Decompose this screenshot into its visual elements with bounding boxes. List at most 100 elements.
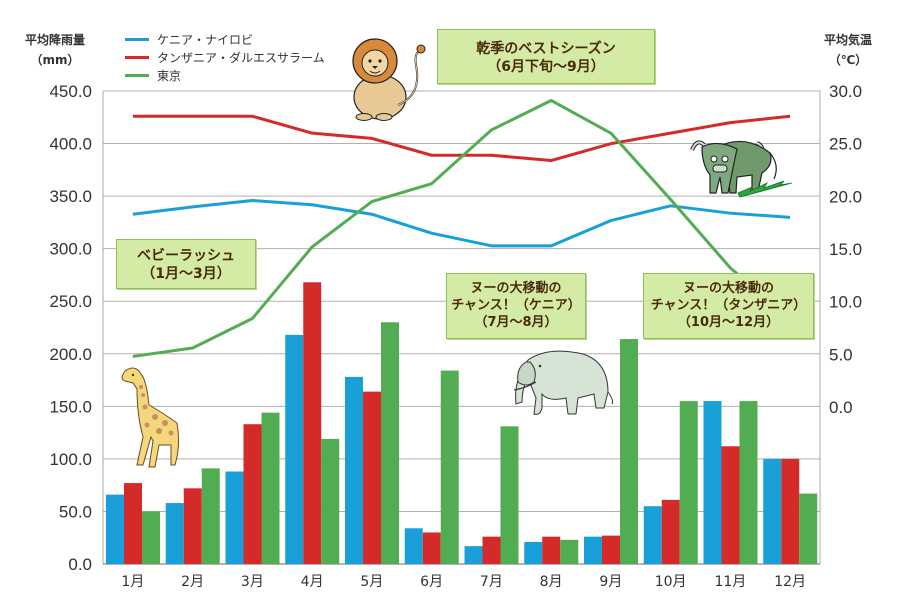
bar-tokyo-11 xyxy=(739,401,758,564)
legend-item-kenya: ケニア・ナイロビ xyxy=(125,30,325,48)
y-tick-label: 350.0 xyxy=(49,187,92,206)
y-tick-label: 300.0 xyxy=(49,240,92,259)
legend-swatch-kenya xyxy=(125,37,149,41)
bar-tokyo-7 xyxy=(500,426,519,564)
bar-tokyo-6 xyxy=(440,370,459,564)
y2-tick-label: 5.0 xyxy=(829,345,853,364)
note-migration-kenya-line2: チャンス！（ケニア） xyxy=(451,298,581,313)
bar-tanzania-12 xyxy=(781,458,800,564)
bar-tanzania-5 xyxy=(363,391,381,564)
bar-tokyo-9 xyxy=(620,339,638,564)
x-tick-label: 8月 xyxy=(540,574,563,590)
bar-tanzania-4 xyxy=(303,282,322,564)
note-dry-season-line2: （6月下旬～9月） xyxy=(487,59,605,75)
bar-kenya-2 xyxy=(165,503,184,564)
legend-item-tanzania: タンザニア・ダルエスサラーム xyxy=(125,48,325,66)
bar-tanzania-3 xyxy=(243,424,262,564)
temperature-line-tokyo xyxy=(132,98,792,358)
note-migration-tanzania: ヌーの大移動の チャンス！（タンザニア） （10月～12月） xyxy=(643,273,814,339)
right-axis-title: 平均気温 （℃） xyxy=(808,30,888,70)
bar-tanzania-2 xyxy=(183,488,202,564)
giraffe-illustration xyxy=(121,367,180,468)
note-dry-season: 乾季のベストシーズン （6月下旬～9月） xyxy=(437,29,655,84)
animal-illustrations xyxy=(121,38,793,468)
y-tick-label: 150.0 xyxy=(49,397,92,416)
x-tick-label: 3月 xyxy=(241,574,264,590)
x-tick-label: 1月 xyxy=(121,574,144,590)
bar-tanzania-10 xyxy=(661,499,680,564)
legend: ケニア・ナイロビ タンザニア・ダルエスサラーム 東京 xyxy=(125,30,325,84)
note-migration-kenya: ヌーの大移動の チャンス！（ケニア） （7月～8月） xyxy=(446,273,586,339)
bar-tokyo-10 xyxy=(679,401,698,564)
y-tick-label: 400.0 xyxy=(49,135,92,154)
y2-tick-label: 0.0 xyxy=(829,398,853,417)
x-tick-label: 10月 xyxy=(655,574,687,590)
y2-tick-label: 10.0 xyxy=(829,293,862,312)
bar-tanzania-8 xyxy=(542,536,561,564)
bar-kenya-8 xyxy=(524,541,543,564)
y2-tick-label: 30.0 xyxy=(829,82,862,101)
bar-tokyo-4 xyxy=(321,438,340,564)
x-tick-label: 2月 xyxy=(181,574,204,590)
bar-tanzania-11 xyxy=(721,446,740,564)
legend-label-tanzania: タンザニア・ダルエスサラーム xyxy=(157,50,325,65)
x-tick-label: 9月 xyxy=(599,574,622,590)
left-axis-title: 平均降雨量 （mm） xyxy=(20,30,90,70)
bar-tokyo-12 xyxy=(799,493,818,564)
y2-tick-label: 15.0 xyxy=(829,240,862,259)
bar-tokyo-3 xyxy=(261,412,280,564)
note-migration-tanzania-line1: ヌーの大移動の xyxy=(682,281,774,296)
bar-kenya-1 xyxy=(106,494,124,564)
x-axis-ticks: 1月 2月 3月 4月 5月 6月 7月 8月 9月 10月 11月 12月 xyxy=(121,574,806,590)
bar-tokyo-2 xyxy=(201,468,220,564)
bar-kenya-12 xyxy=(763,458,782,564)
bar-tanzania-7 xyxy=(482,536,501,564)
right-axis-title-line2: （℃） xyxy=(828,53,868,67)
bar-kenya-4 xyxy=(285,334,304,564)
legend-label-kenya: ケニア・ナイロビ xyxy=(157,32,254,47)
temperature-line-tanzania xyxy=(132,114,791,163)
legend-swatch-tokyo xyxy=(125,73,149,77)
note-dry-season-line1: 乾季のベストシーズン xyxy=(476,41,616,57)
x-tick-label: 5月 xyxy=(360,574,383,590)
bar-kenya-9 xyxy=(584,536,602,564)
bar-kenya-11 xyxy=(703,401,722,564)
bar-tanzania-9 xyxy=(602,535,620,564)
temperature-line-kenya xyxy=(132,199,791,248)
temperature-lines xyxy=(132,98,792,358)
note-migration-kenya-line1: ヌーの大移動の xyxy=(470,281,562,296)
y-tick-label: 50.0 xyxy=(59,502,92,521)
bar-kenya-10 xyxy=(643,506,662,564)
legend-item-tokyo: 東京 xyxy=(125,66,325,84)
y-tick-label: 100.0 xyxy=(49,450,92,469)
note-baby-rush-line2: （1月～3月） xyxy=(141,266,231,282)
y2-tick-label: 25.0 xyxy=(829,135,862,154)
bar-kenya-6 xyxy=(404,528,423,564)
y-tick-label: 200.0 xyxy=(49,345,92,364)
left-axis-ticks: 0.0 50.0 100.0 150.0 200.0 250.0 300.0 350.0 400… xyxy=(49,82,92,574)
x-tick-label: 7月 xyxy=(480,574,503,590)
bar-tanzania-1 xyxy=(124,483,142,564)
y-tick-label: 250.0 xyxy=(49,292,92,311)
right-axis-ticks: 0.0 5.0 10.0 15.0 20.0 25.0 30.0 xyxy=(829,82,862,417)
bar-kenya-3 xyxy=(225,471,244,564)
left-axis-title-line1: 平均降雨量 xyxy=(24,33,85,47)
y-tick-label: 450.0 xyxy=(49,82,92,101)
bar-kenya-7 xyxy=(464,546,483,564)
note-migration-tanzania-line3: （10月～12月） xyxy=(677,315,780,330)
y2-tick-label: 20.0 xyxy=(829,187,862,206)
note-migration-kenya-line3: （7月～8月） xyxy=(474,315,558,330)
elephant-illustration xyxy=(513,350,613,415)
x-tick-label: 6月 xyxy=(420,574,443,590)
rainfall-bars xyxy=(106,282,818,564)
right-axis-title-line1: 平均気温 xyxy=(823,33,872,47)
note-baby-rush-line1: ベビーラッシュ xyxy=(137,248,235,264)
legend-swatch-tanzania xyxy=(125,55,149,59)
buffalo-illustration xyxy=(690,140,793,198)
bar-tokyo-8 xyxy=(560,539,579,564)
bar-tokyo-5 xyxy=(381,322,399,564)
x-tick-label: 11月 xyxy=(714,574,746,590)
bar-kenya-5 xyxy=(345,376,363,564)
lion-illustration xyxy=(352,38,426,121)
